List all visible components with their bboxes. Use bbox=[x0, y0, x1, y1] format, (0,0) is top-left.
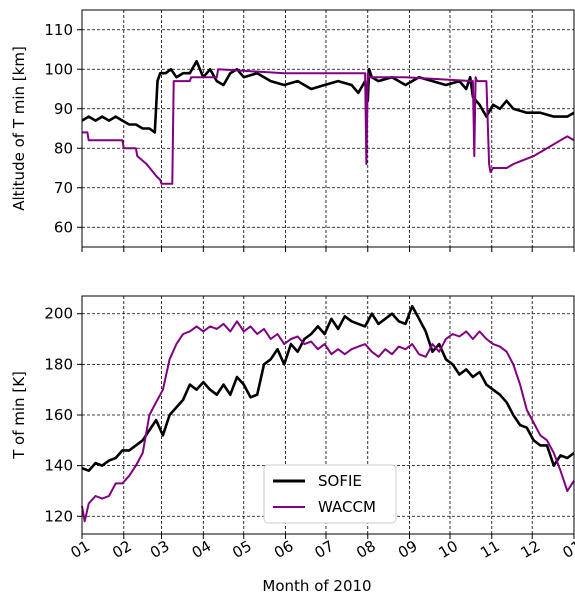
x-tick-label: 01 bbox=[559, 537, 575, 562]
legend-label-sofie: SOFIE bbox=[318, 472, 362, 490]
x-tick-label: 12 bbox=[518, 537, 544, 562]
series-line-waccm bbox=[82, 68, 575, 185]
x-tick-label: 06 bbox=[271, 537, 297, 562]
legend: SOFIE WACCM bbox=[263, 464, 397, 524]
altitude-xticks bbox=[81, 247, 575, 252]
altitude-panel: 60 70 80 90 100 110 Altitude of T min [km] bbox=[10, 9, 575, 252]
x-tick-label: 01 bbox=[67, 537, 93, 562]
y-tick-label: 140 bbox=[44, 457, 73, 475]
altitude-plot-frame bbox=[81, 9, 575, 248]
x-tick-label: 07 bbox=[311, 537, 337, 562]
temperature-series bbox=[81, 304, 575, 523]
x-tick-label: 09 bbox=[395, 537, 421, 562]
altitude-series bbox=[81, 59, 575, 185]
series-line-sofie bbox=[81, 59, 575, 134]
altitude-y-axis-label: Altitude of T min [km] bbox=[10, 46, 28, 211]
y-tick-label: 70 bbox=[54, 179, 73, 197]
x-tick-label: 04 bbox=[189, 537, 215, 562]
x-tick-label: 08 bbox=[353, 537, 379, 562]
series-line-sofie bbox=[81, 304, 575, 473]
y-tick-label: 160 bbox=[44, 406, 73, 424]
x-tick-label: 10 bbox=[435, 537, 461, 562]
x-tick-label: 02 bbox=[109, 537, 135, 562]
y-tick-label: 90 bbox=[54, 100, 73, 118]
x-tick-label: 03 bbox=[147, 537, 173, 562]
x-tick-label: 11 bbox=[477, 537, 503, 562]
x-tick-label: 05 bbox=[229, 537, 255, 562]
y-tick-label: 180 bbox=[44, 355, 73, 373]
y-tick-label: 60 bbox=[54, 218, 73, 236]
temperature-xticks: 01 02 03 04 05 06 07 08 09 10 11 12 01 bbox=[67, 534, 575, 562]
temperature-panel: 120 140 160 180 200 01 02 03 04 05 06 07 08 09 10 11 12… bbox=[10, 295, 575, 595]
y-tick-label: 110 bbox=[44, 21, 73, 39]
y-tick-label: 120 bbox=[44, 507, 73, 525]
altitude-grid bbox=[81, 10, 575, 247]
altitude-yticks: 60 70 80 90 100 110 bbox=[44, 21, 82, 236]
y-tick-label: 100 bbox=[44, 60, 73, 78]
temperature-yticks: 120 140 160 180 200 bbox=[44, 305, 82, 525]
y-tick-label: 80 bbox=[54, 139, 73, 157]
x-axis-label: Month of 2010 bbox=[262, 577, 371, 595]
y-tick-label: 200 bbox=[44, 305, 73, 323]
legend-label-waccm: WACCM bbox=[318, 498, 376, 516]
series-line-waccm bbox=[81, 320, 575, 523]
temperature-y-axis-label: T of min [K] bbox=[10, 371, 28, 460]
